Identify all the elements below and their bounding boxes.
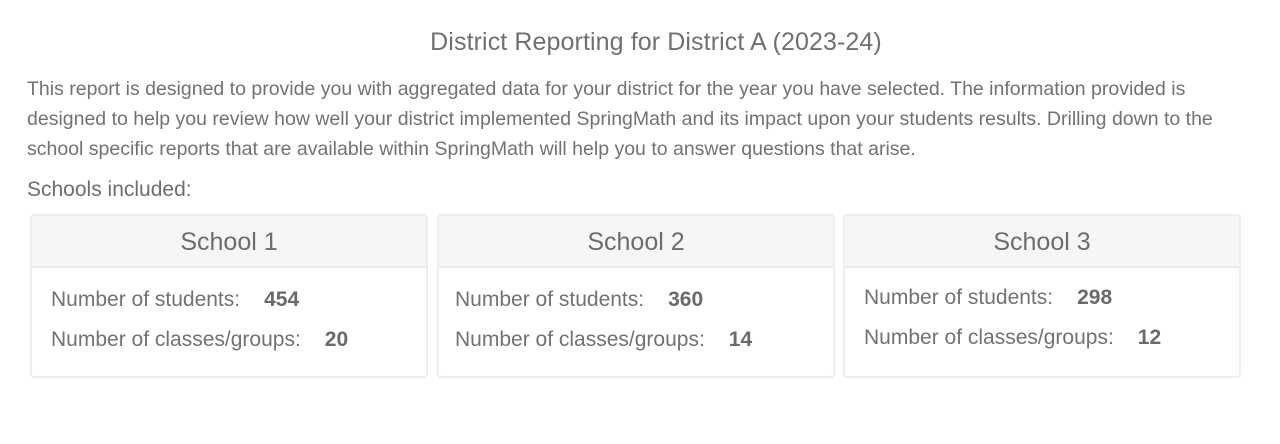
- students-count-value: 360: [668, 288, 704, 311]
- students-count-label: Number of students:: [51, 288, 241, 311]
- students-count-row: Number of students: 454: [51, 288, 299, 312]
- classes-count-row: Number of classes/groups: 20: [51, 328, 348, 352]
- students-count-label: Number of students:: [455, 288, 645, 311]
- classes-count-row: Number of classes/groups: 14: [455, 328, 752, 352]
- classes-count-value: 14: [728, 328, 753, 351]
- page-title: District Reporting for District A (2023-…: [430, 28, 882, 56]
- schools-included-heading: Schools included:: [27, 178, 192, 201]
- students-count-label: Number of students:: [864, 286, 1054, 309]
- classes-count-label: Number of classes/groups:: [864, 326, 1114, 349]
- school-card-title: School 1: [32, 216, 426, 268]
- classes-count-row: Number of classes/groups: 12: [864, 326, 1161, 350]
- students-count-row: Number of students: 298: [864, 286, 1112, 310]
- students-count-value: 454: [264, 288, 300, 311]
- school-card-title: School 3: [845, 216, 1239, 268]
- report-description: This report is designed to provide you w…: [27, 78, 1213, 160]
- classes-count-value: 12: [1137, 326, 1162, 349]
- school-card-2: School 2 Number of students: 360 Number o…: [437, 214, 835, 378]
- classes-count-label: Number of classes/groups:: [51, 328, 301, 351]
- school-card-title: School 2: [439, 216, 833, 268]
- school-card-1: School 1 Number of students: 454 Number o…: [30, 214, 428, 378]
- school-card-3: School 3 Number of students: 298 Number o…: [843, 214, 1241, 378]
- school-cards: School 1 Number of students: 454 Number o…: [30, 214, 1242, 380]
- classes-count-label: Number of classes/groups:: [455, 328, 705, 351]
- students-count-row: Number of students: 360: [455, 288, 703, 312]
- students-count-value: 298: [1077, 286, 1113, 309]
- classes-count-value: 20: [324, 328, 349, 351]
